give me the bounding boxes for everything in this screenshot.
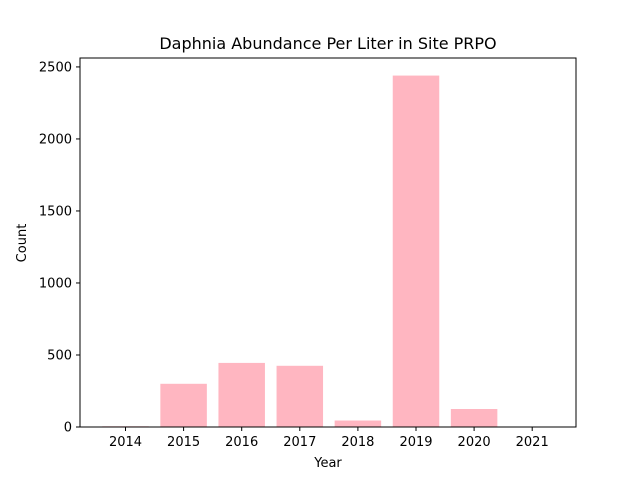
y-ticks-group: 0 500 1000 1500 2000 2500 bbox=[39, 60, 80, 436]
plot-frame bbox=[79, 57, 577, 428]
x-tick-label: 2020 bbox=[458, 435, 491, 450]
x-ticks-group: 2014 2015 2016 2017 2018 2019 2020 2021 bbox=[109, 427, 549, 450]
x-axis-label: Year bbox=[313, 456, 342, 471]
y-tick-label: 2000 bbox=[39, 132, 72, 147]
x-tick-label: 2018 bbox=[341, 435, 374, 450]
bars-group bbox=[102, 75, 498, 428]
x-tick-label: 2017 bbox=[283, 435, 316, 450]
y-tick-label: 0 bbox=[64, 421, 72, 436]
x-tick-label: 2019 bbox=[399, 435, 432, 450]
bar-2017 bbox=[276, 365, 324, 427]
bar-2016 bbox=[218, 362, 265, 427]
bar-2020 bbox=[450, 408, 498, 427]
bar-2015 bbox=[160, 383, 207, 427]
y-tick-label: 1500 bbox=[39, 204, 72, 219]
chart-title: Daphnia Abundance Per Liter in Site PRPO bbox=[159, 34, 496, 53]
y-tick-label: 1000 bbox=[39, 276, 72, 291]
x-tick-label: 2015 bbox=[167, 435, 200, 450]
x-tick-label: 2021 bbox=[516, 435, 549, 450]
x-tick-label: 2016 bbox=[225, 435, 258, 450]
y-tick-label: 2500 bbox=[39, 60, 72, 75]
bar-2018 bbox=[334, 420, 382, 427]
y-tick-label: 500 bbox=[47, 348, 72, 363]
bar-2019 bbox=[392, 75, 440, 428]
y-axis-label: Count bbox=[15, 224, 30, 263]
x-tick-label: 2014 bbox=[109, 435, 142, 450]
